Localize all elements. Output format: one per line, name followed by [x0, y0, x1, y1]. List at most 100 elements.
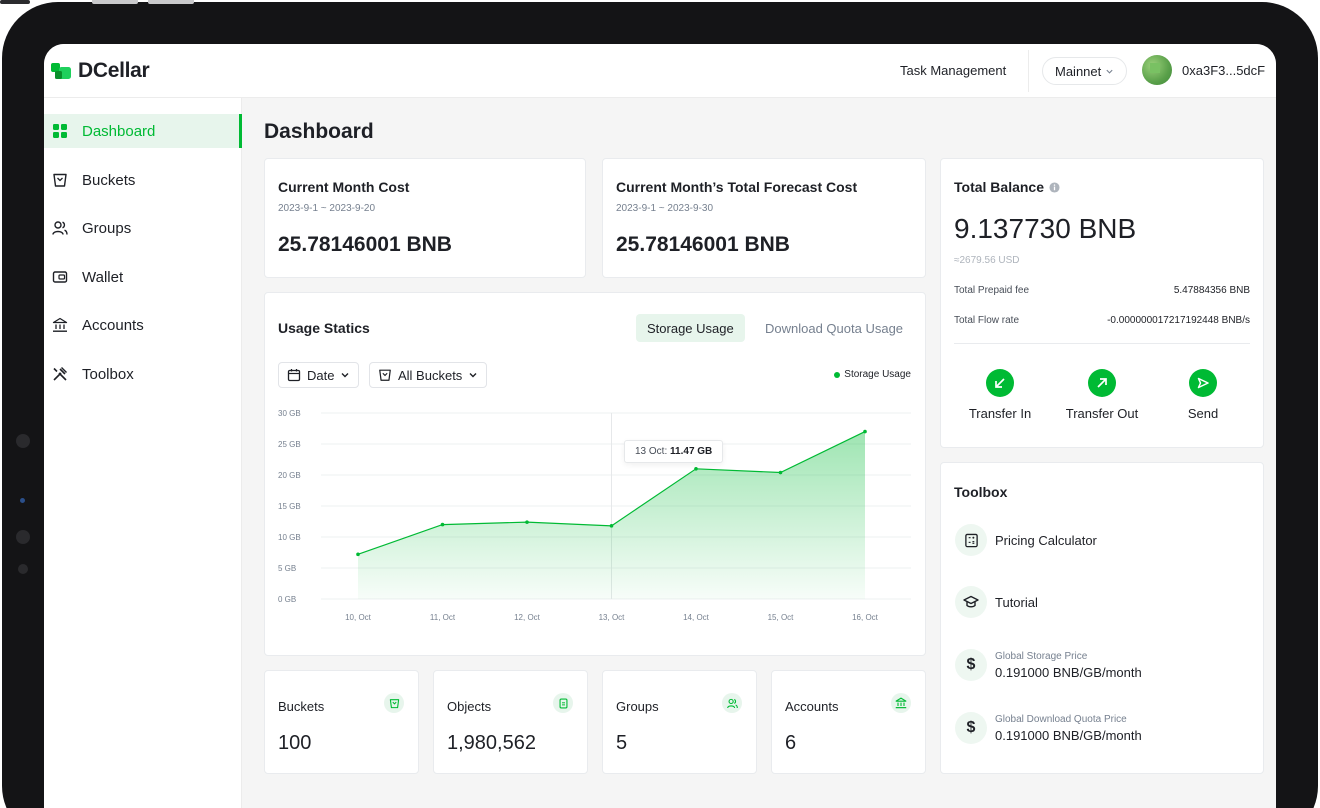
y-tick-label: 15 GB [278, 502, 301, 511]
balance-header: Total Balance [954, 179, 1060, 195]
header-divider [1028, 50, 1029, 92]
send-icon [1189, 369, 1217, 397]
sidebar-item-toolbox[interactable]: Toolbox [44, 357, 242, 391]
network-label: Mainnet [1055, 63, 1102, 79]
sidebar-item-buckets[interactable]: Buckets [44, 163, 242, 197]
data-point [440, 522, 445, 527]
pricing-calculator-link[interactable]: Pricing Calculator [955, 524, 1097, 556]
info-icon[interactable] [1049, 181, 1060, 193]
stat-card-groups[interactable]: Groups 5 [602, 670, 757, 774]
device-button [92, 0, 138, 4]
network-selector[interactable]: Mainnet [1042, 57, 1128, 85]
top-header: DCellar Task Management Mainnet 0xa3F3..… [44, 44, 1276, 98]
forecast-cost-card: Current Month’s Total Forecast Cost 2023… [602, 158, 926, 278]
transfer-in-button[interactable]: Transfer In [955, 369, 1045, 421]
device-button [0, 0, 30, 4]
sidebar-item-label: Buckets [82, 171, 136, 189]
stat-card-objects[interactable]: Objects 1,980,562 [433, 670, 588, 774]
prepaid-fee-label: Total Prepaid fee [954, 285, 1030, 296]
page-title: Dashboard [264, 120, 374, 143]
camera-icon [16, 434, 30, 448]
card-title: Current Month’s Total Forecast Cost [616, 179, 858, 195]
dashboard-icon [52, 123, 68, 139]
action-label: Send [1187, 406, 1219, 421]
sidebar: Dashboard Buckets Groups Wallet Accounts [44, 98, 242, 808]
stat-value: 5 [616, 732, 628, 754]
flow-rate-row: Total Flow rate -0.000000017217192448 BN… [954, 315, 1250, 326]
y-tick-label: 30 GB [278, 409, 301, 418]
transfer-out-button[interactable]: Transfer Out [1057, 369, 1147, 421]
flow-rate-label: Total Flow rate [954, 315, 1020, 326]
action-label: Transfer In [968, 406, 1032, 421]
sidebar-item-label: Groups [82, 219, 132, 237]
graduation-cap-icon [955, 586, 987, 618]
sidebar-item-dashboard[interactable]: Dashboard [44, 114, 242, 148]
y-tick-label: 25 GB [278, 440, 301, 449]
task-management-link[interactable]: Task Management [900, 63, 1007, 78]
send-button[interactable]: Send [1158, 369, 1248, 421]
chart-tooltip: 13 Oct: 11.47 GB [624, 440, 724, 463]
area-fill [358, 431, 865, 599]
chevron-down-icon [1106, 69, 1113, 74]
bucket-filter-label: All Buckets [398, 367, 463, 383]
chevron-down-icon [341, 373, 349, 378]
download-price-item: $ Global Download Quota Price 0.191000 B… [955, 712, 1142, 744]
tutorial-link[interactable]: Tutorial [955, 586, 1038, 618]
price-value: 0.191000 BNB/GB/month [995, 664, 1142, 680]
balance-title: Total Balance [954, 179, 1044, 195]
calendar-icon [287, 369, 301, 382]
wallet-address[interactable]: 0xa3F3...5dcF [1182, 63, 1266, 78]
stat-value: 1,980,562 [447, 732, 536, 754]
flow-rate-value: -0.000000017217192448 BNB/s [1107, 315, 1250, 326]
stat-label: Groups [616, 699, 659, 714]
file-icon [553, 693, 573, 713]
data-point [863, 429, 867, 434]
date-range: 2023-9-1 ~ 2023-9-20 [278, 203, 376, 214]
app-screen: DCellar Task Management Mainnet 0xa3F3..… [44, 44, 1276, 808]
storage-usage-chart[interactable]: 30 GB 25 GB 20 GB 15 GB 10 GB 5 GB 0 GB 10, Oct… [265, 293, 925, 655]
card-title: Current Month Cost [278, 179, 410, 195]
toolbox-title: Toolbox [954, 484, 1008, 500]
tool-label: Tutorial [995, 594, 1038, 610]
storage-price-item: $ Global Storage Price 0.191000 BNB/GB/m… [955, 649, 1142, 681]
tab-storage-usage[interactable]: Storage Usage [636, 314, 745, 342]
stat-label: Buckets [278, 699, 325, 714]
bucket-filter[interactable]: All Buckets [369, 362, 488, 388]
prepaid-fee-value: 5.47884356 BNB [1173, 285, 1250, 296]
sidebar-item-accounts[interactable]: Accounts [44, 308, 242, 342]
sidebar-item-label: Toolbox [82, 365, 134, 383]
device-button [148, 0, 194, 4]
avatar[interactable] [1142, 55, 1172, 85]
calculator-icon [955, 524, 987, 556]
sensor-icon [18, 564, 28, 574]
toolbox-card: Toolbox Pricing Calculator Tutorial $ Gl… [940, 462, 1264, 774]
wallet-icon [52, 269, 68, 285]
sensor-icon [20, 498, 25, 503]
balance-amount: 9.137730 BNB [954, 213, 1137, 244]
sidebar-item-groups[interactable]: Groups [44, 211, 242, 245]
y-tick-label: 10 GB [278, 533, 301, 542]
current-month-cost-card: Current Month Cost 2023-9-1 ~ 2023-9-20 … [264, 158, 586, 278]
dollar-icon: $ [955, 649, 987, 681]
data-point [609, 524, 614, 528]
legend-dot-icon [834, 371, 841, 378]
x-tick-label: 11, Oct [430, 613, 456, 622]
stat-label: Objects [447, 699, 492, 714]
price-label: Global Download Quota Price [995, 713, 1127, 725]
sidebar-item-label: Accounts [82, 316, 144, 334]
usage-title: Usage Statics [278, 320, 370, 336]
sidebar-item-label: Wallet [82, 268, 124, 286]
arrow-up-right-icon [1088, 369, 1116, 397]
stat-card-accounts[interactable]: Accounts 6 [771, 670, 926, 774]
data-point [356, 552, 360, 557]
x-tick-label: 10, Oct [345, 613, 372, 622]
stat-card-buckets[interactable]: Buckets 100 [264, 670, 419, 774]
sidebar-item-wallet[interactable]: Wallet [44, 260, 242, 294]
divider [954, 343, 1250, 344]
app-logo[interactable]: DCellar [50, 59, 150, 83]
date-filter[interactable]: Date [278, 362, 360, 388]
x-tick-label: 12, Oct [514, 613, 541, 622]
x-tick-label: 13, Oct [599, 613, 626, 622]
price-value: 0.191000 BNB/GB/month [995, 727, 1142, 743]
tab-download-quota-usage[interactable]: Download Quota Usage [765, 320, 904, 336]
